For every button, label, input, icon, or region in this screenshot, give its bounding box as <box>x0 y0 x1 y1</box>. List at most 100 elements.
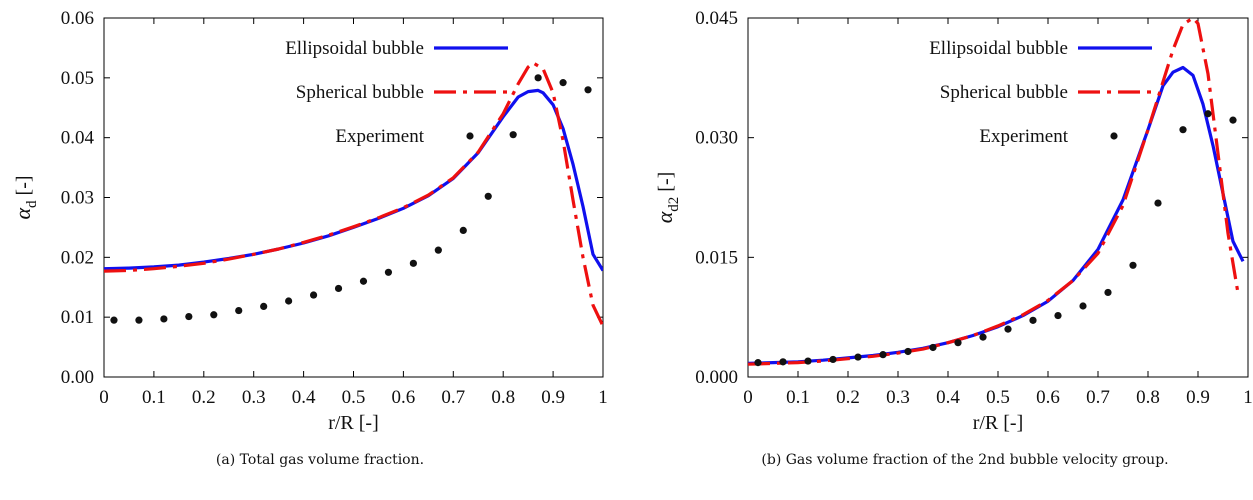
legend-label-experiment: Experiment <box>335 126 424 147</box>
plot-frame <box>103 17 604 378</box>
x-tick-label: 0.1 <box>142 387 166 408</box>
y-tick-label: 0.02 <box>61 247 94 268</box>
legend-marker-experiment <box>466 132 474 140</box>
experiment-point <box>879 351 887 359</box>
x-tick-label: 0 <box>99 387 109 408</box>
x-axis-label: r/R [-] <box>328 412 379 434</box>
y-axis-label: αd2 [-] <box>652 172 682 224</box>
x-tick-label: 0.5 <box>342 387 366 408</box>
experiment-point <box>1154 199 1162 207</box>
experiment-point <box>509 131 517 139</box>
y-tick-label: 0.06 <box>61 8 94 29</box>
experiment-point <box>160 315 168 323</box>
y-tick-label: 0.045 <box>695 8 738 29</box>
x-tick-label: 0.9 <box>541 387 565 408</box>
y-tick-label: 0.04 <box>61 128 95 149</box>
experiment-point <box>409 259 417 267</box>
experiment-point <box>954 339 962 347</box>
y-tick-label: 0.030 <box>695 128 738 149</box>
experiment-point <box>1179 126 1187 134</box>
x-tick-label: 0 <box>743 387 753 408</box>
x-tick-label: 0.8 <box>1136 387 1160 408</box>
experiment-point <box>359 277 368 285</box>
y-axis-label: αd [-] <box>10 175 40 219</box>
experiment-point <box>929 343 937 352</box>
experiment-point <box>434 246 442 254</box>
y-tick-label: 0.015 <box>695 247 738 268</box>
y-axis-subscript: d2 <box>666 197 682 212</box>
experiment-point <box>210 311 218 319</box>
experiment-point <box>1079 302 1087 310</box>
data-layer <box>104 61 603 327</box>
experiment-point <box>904 347 912 356</box>
x-axis-label: r/R [-] <box>973 412 1024 434</box>
x-tick-label: 0.1 <box>786 387 810 408</box>
experiment-point <box>559 79 567 87</box>
experiment-point <box>584 86 592 94</box>
experiment-point <box>459 226 467 235</box>
y-tick-label: 0.000 <box>695 367 738 388</box>
experiment-point <box>1204 110 1212 118</box>
y-axis-unit: [-] <box>13 175 35 195</box>
experiment-point <box>1054 311 1062 320</box>
experiment-point <box>1229 116 1237 124</box>
experiment-point <box>384 268 393 276</box>
y-tick-label: 0.01 <box>61 307 94 328</box>
legend-marker-experiment <box>1110 132 1118 140</box>
x-tick-label: 1 <box>1243 387 1253 408</box>
y-axis-subscript: d <box>24 200 40 208</box>
caption-a: (a) Total gas volume fraction. <box>215 452 425 468</box>
experiment-point <box>110 316 118 324</box>
experiment-point <box>484 192 492 200</box>
legend-label-spherical-bubble: Spherical bubble <box>940 82 1068 103</box>
caption-b: (b) Gas volume fraction of the 2nd bubbl… <box>761 452 1169 468</box>
x-tick-label: 0.6 <box>1036 387 1060 408</box>
x-tick-label: 0.8 <box>491 387 515 408</box>
y-tick-label: 0.03 <box>61 188 94 209</box>
x-tick-label: 0.7 <box>441 387 465 408</box>
experiment-point <box>185 312 193 321</box>
experiment-point <box>829 355 837 364</box>
data-layer <box>748 18 1245 367</box>
experiment-point <box>979 333 987 341</box>
experiment-point <box>334 284 343 293</box>
experiment-point <box>804 357 812 365</box>
x-tick-label: 1 <box>598 387 608 408</box>
x-tick-label: 0.9 <box>1186 387 1210 408</box>
legend-label-ellipsoidal-bubble: Ellipsoidal bubble <box>929 38 1068 59</box>
x-tick-label: 0.5 <box>986 387 1010 408</box>
x-tick-label: 0.2 <box>192 387 216 408</box>
x-tick-label: 0.4 <box>936 387 960 408</box>
spherical-bubble-line <box>104 61 603 327</box>
experiment-point <box>1029 316 1037 324</box>
experiment-point <box>235 306 243 315</box>
y-axis-symbol: α <box>10 208 35 220</box>
experiment-point <box>1004 325 1012 333</box>
x-tick-label: 0.2 <box>836 387 860 408</box>
experiment-point <box>854 353 862 361</box>
y-axis-unit: [-] <box>655 172 677 192</box>
experiment-point <box>1104 288 1112 297</box>
ellipsoidal-bubble-line <box>104 88 603 272</box>
experiment-point <box>1129 261 1137 269</box>
x-tick-label: 0.7 <box>1086 387 1110 408</box>
x-tick-label: 0.3 <box>886 387 910 408</box>
spherical-bubble-line <box>748 18 1240 366</box>
y-axis-symbol: α <box>652 211 677 223</box>
ellipsoidal-bubble-line <box>748 65 1245 365</box>
x-tick-label: 0.4 <box>292 387 316 408</box>
legend-label-spherical-bubble: Spherical bubble <box>296 82 424 103</box>
experiment-point <box>309 291 318 299</box>
experiment-point <box>285 297 293 305</box>
legend-label-ellipsoidal-bubble: Ellipsoidal bubble <box>285 38 424 59</box>
x-tick-label: 0.6 <box>392 387 416 408</box>
chart-b: 0 0.1 0.2 0.3 0.4 0.5 0.6 0.7 0.8 0.9 1 0.000 0.015 0… <box>652 8 1253 434</box>
experiment-point <box>779 358 787 366</box>
y-tick-label: 0.00 <box>61 367 94 388</box>
chart-a: 0 0.1 0.2 0.3 0.4 0.5 0.6 0.7 0.8 0.9 1 0.00 0.01 0.0… <box>10 8 608 434</box>
experiment-point <box>754 359 762 367</box>
experiment-point <box>260 302 268 310</box>
experiment-point <box>534 74 542 82</box>
y-tick-label: 0.05 <box>61 68 94 89</box>
